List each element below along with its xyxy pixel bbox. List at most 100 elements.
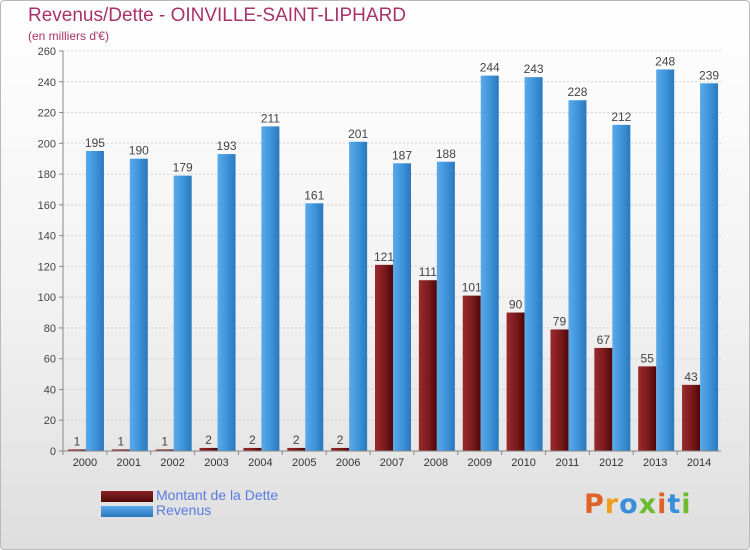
debt-bar (287, 447, 306, 451)
x-tick-label: 2007 (380, 457, 404, 469)
logo-letter: i (681, 489, 692, 520)
debt-value-label: 55 (641, 351, 655, 365)
debt-bar (418, 280, 437, 451)
logo-letter: i (657, 489, 668, 520)
revenue-bar (217, 154, 236, 452)
legend-label-debt: Montant de la Dette (156, 487, 279, 503)
logo-letter: r (604, 489, 620, 520)
revenue-bar (129, 158, 148, 451)
proxiti-logo: Proxiti (584, 489, 692, 520)
y-tick-label: 60 (44, 354, 56, 366)
debt-value-label: 1 (117, 434, 124, 448)
revenue-bar (436, 161, 455, 451)
revenue-value-label: 228 (567, 85, 587, 99)
revenue-bar (656, 69, 675, 451)
revenue-bar (85, 151, 104, 451)
debt-value-label: 111 (419, 265, 438, 279)
y-tick-label: 40 (44, 384, 56, 396)
debt-value-label: 101 (462, 281, 482, 295)
y-tick-label: 100 (38, 292, 56, 304)
y-tick-label: 0 (50, 446, 56, 458)
x-tick-label: 2001 (117, 457, 141, 469)
debt-bar (375, 264, 393, 451)
revenue-value-label: 195 (85, 136, 105, 150)
debt-bar (67, 449, 86, 451)
y-tick-label: 180 (38, 169, 56, 181)
revenue-value-label: 161 (304, 188, 324, 202)
x-tick-label: 2000 (73, 457, 97, 469)
y-tick-label: 160 (38, 200, 56, 212)
y-tick-label: 240 (38, 77, 56, 89)
debt-bar (243, 447, 262, 451)
logo-letter: t (667, 489, 682, 520)
revenue-bar (393, 163, 411, 452)
debt-value-label: 90 (509, 298, 523, 312)
debt-bar (462, 295, 481, 451)
legend-label-revenue: Revenus (156, 502, 212, 518)
y-tick-label: 140 (38, 231, 56, 243)
revenue-value-label: 193 (217, 139, 237, 153)
revenue-bar (305, 203, 324, 451)
debt-value-label: 67 (597, 333, 611, 347)
revenue-bar (700, 83, 719, 452)
revenue-value-label: 248 (655, 54, 675, 68)
debt-value-label: 2 (293, 433, 300, 447)
debt-value-label: 1 (161, 434, 168, 448)
x-tick-label: 2011 (556, 457, 580, 469)
debt-value-label: 2 (249, 433, 256, 447)
x-tick-label: 2014 (687, 457, 711, 469)
legend-swatch-revenue (101, 506, 153, 517)
debt-bar (638, 366, 657, 451)
revenue-value-label: 187 (392, 148, 412, 162)
debt-value-label: 2 (337, 433, 344, 447)
x-tick-label: 2010 (511, 457, 535, 469)
revenue-value-label: 201 (348, 127, 368, 141)
revenue-value-label: 190 (129, 144, 149, 158)
debt-bar (506, 312, 525, 451)
x-tick-label: 2013 (643, 457, 667, 469)
x-tick-label: 2005 (292, 457, 316, 469)
x-tick-label: 2006 (336, 457, 360, 469)
debt-bar (199, 447, 218, 451)
x-tick-label: 2003 (204, 457, 228, 469)
logo-letter: P (584, 489, 605, 520)
x-tick-label: 2012 (599, 457, 623, 469)
debt-value-label: 121 (374, 250, 394, 264)
debt-bar (550, 329, 569, 451)
revenue-value-label: 211 (261, 111, 280, 125)
debt-value-label: 79 (553, 314, 567, 328)
y-tick-label: 200 (38, 138, 56, 150)
debt-bar (331, 447, 350, 451)
revenue-value-label: 243 (524, 62, 544, 76)
logo-letter: x (638, 489, 658, 520)
x-tick-label: 2008 (424, 457, 448, 469)
debt-value-label: 1 (74, 434, 81, 448)
y-tick-label: 220 (38, 108, 56, 120)
debt-bar (682, 384, 701, 451)
x-tick-label: 2004 (248, 457, 272, 469)
y-tick-label: 80 (44, 323, 56, 335)
legend-swatch-debt (101, 491, 153, 502)
debt-bar (155, 449, 174, 451)
x-tick-label: 2002 (160, 457, 184, 469)
revenue-bar (173, 175, 192, 451)
revenue-bar (349, 141, 368, 451)
debt-value-label: 43 (684, 370, 698, 384)
revenue-value-label: 212 (611, 110, 631, 124)
revenue-bar (261, 126, 280, 451)
y-tick-label: 120 (38, 261, 56, 273)
logo-letter: o (619, 489, 639, 520)
debt-value-label: 2 (205, 433, 212, 447)
debt-bar (111, 449, 130, 451)
revenue-bar (568, 100, 587, 451)
y-tick-label: 260 (38, 46, 56, 58)
x-tick-label: 2009 (467, 457, 491, 469)
y-tick-label: 20 (44, 415, 56, 427)
chart-subtitle: (en milliers d'€) (28, 29, 109, 43)
revenue-value-label: 239 (699, 68, 719, 82)
revenue-bar (480, 75, 499, 451)
debt-bar (594, 347, 613, 451)
revenue-bar (612, 124, 631, 451)
